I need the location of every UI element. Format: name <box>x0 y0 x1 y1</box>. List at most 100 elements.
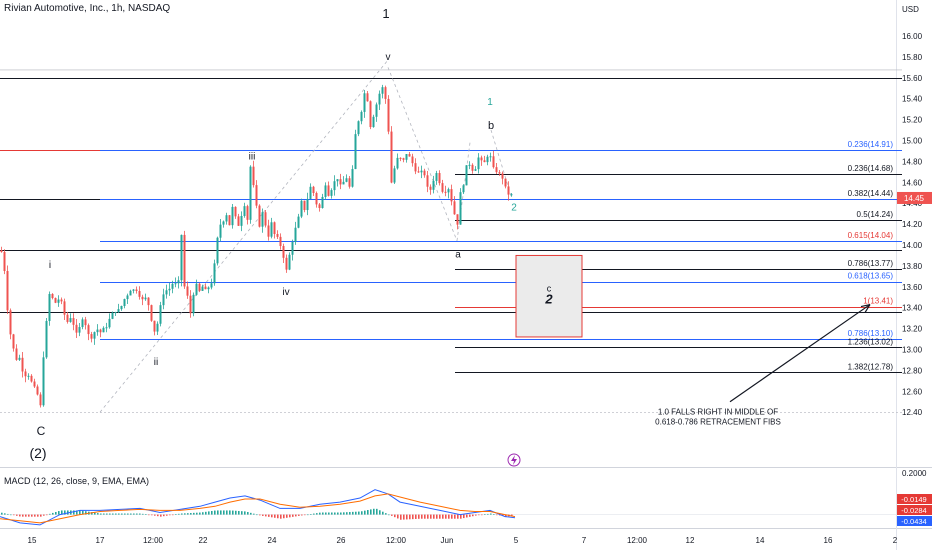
macd-histogram-bar <box>160 514 162 517</box>
macd-histogram-bar <box>364 510 366 515</box>
macd-histogram-bar <box>61 510 63 515</box>
candle <box>117 309 120 313</box>
macd-histogram-bar <box>253 513 255 515</box>
macd-histogram-bar <box>91 512 93 515</box>
candle <box>375 104 378 117</box>
macd-histogram-bar <box>448 514 450 519</box>
candle <box>498 172 501 174</box>
macd-histogram-bar <box>361 511 363 515</box>
macd-label: MACD (12, 26, close, 9, EMA, EMA) <box>4 476 150 486</box>
macd-histogram-bar <box>229 510 231 515</box>
macd-histogram-bar <box>481 514 483 516</box>
fib-label: 0.236(14.68) <box>848 164 894 173</box>
y-tick-label: 14.00 <box>902 241 923 250</box>
candle <box>384 87 387 99</box>
macd-histogram-bar <box>301 514 303 516</box>
candle <box>444 191 447 193</box>
macd-histogram-bar <box>148 514 150 516</box>
candle <box>249 166 252 220</box>
candle <box>69 318 72 322</box>
candle <box>192 294 195 314</box>
candle <box>354 134 357 170</box>
fib-label: 0.618(13.65) <box>848 272 894 281</box>
candle <box>408 154 411 157</box>
macd-histogram-bar <box>403 514 405 520</box>
candle <box>411 156 414 164</box>
macd-histogram-bar <box>217 510 219 515</box>
macd-histogram-bar <box>412 514 414 520</box>
candle <box>306 198 309 211</box>
macd-histogram-bar <box>46 514 48 516</box>
macd-histogram-bar <box>97 513 99 515</box>
macd-histogram-bar <box>112 513 114 515</box>
candle <box>54 298 57 303</box>
candle <box>417 171 420 173</box>
trend-line <box>387 67 458 241</box>
candle <box>177 280 180 284</box>
candle <box>273 222 276 235</box>
macd-histogram-bar <box>172 514 174 516</box>
macd-histogram-bar <box>259 514 261 516</box>
candle <box>18 357 21 360</box>
macd-histogram-bar <box>274 514 276 518</box>
candle <box>75 324 78 333</box>
macd-histogram-bar <box>193 512 195 515</box>
macd-histogram-bar <box>199 512 201 515</box>
candle <box>333 181 336 191</box>
macd-histogram-bar <box>451 514 453 519</box>
candle <box>108 318 111 328</box>
candle <box>12 334 15 349</box>
macd-histogram-bar <box>370 509 372 515</box>
arrow-head <box>860 303 871 313</box>
macd-histogram-bar <box>400 514 402 520</box>
macd-histogram-bar <box>103 513 105 515</box>
macd-histogram-bar <box>145 514 147 515</box>
macd-histogram-bar <box>49 513 51 515</box>
candle <box>138 290 141 297</box>
candle <box>435 173 438 181</box>
candle <box>105 327 108 329</box>
y-tick-label: 13.40 <box>902 304 923 313</box>
macd-histogram-bar <box>355 511 357 515</box>
candle <box>246 206 249 220</box>
lightning-icon[interactable] <box>507 453 521 467</box>
macd-histogram-bar <box>511 514 513 517</box>
x-tick-label: 2 <box>893 536 898 545</box>
candle <box>210 283 213 288</box>
x-tick-label: Jun <box>441 536 454 545</box>
macd-histogram-bar <box>34 514 36 517</box>
candle <box>159 305 162 324</box>
candle <box>342 181 345 185</box>
candle <box>240 215 243 226</box>
macd-histogram-bar <box>241 511 243 515</box>
x-tick-label: 24 <box>268 536 277 545</box>
macd-histogram-bar <box>391 514 393 516</box>
macd-histogram-bar <box>379 510 381 515</box>
macd-histogram-bar <box>349 512 351 515</box>
candle <box>456 214 459 225</box>
macd-histogram-bar <box>433 514 435 519</box>
wave-label: iii <box>249 151 256 162</box>
candle <box>399 157 402 159</box>
candle <box>201 286 204 291</box>
y-tick-label: 15.40 <box>902 95 923 104</box>
candle <box>351 169 354 187</box>
macd-histogram-bar <box>268 514 270 517</box>
candle <box>318 204 321 208</box>
macd-histogram-bar <box>385 513 387 515</box>
macd-histogram-bar <box>346 512 348 515</box>
macd-histogram-bar <box>64 510 66 515</box>
macd-histogram-bar <box>442 514 444 519</box>
macd-histogram-bar <box>289 514 291 518</box>
macd-histogram-bar <box>187 513 189 515</box>
macd-histogram-bar <box>211 510 213 515</box>
annotation-text: 0.618-0.786 RETRACEMENT FIBS <box>655 417 781 426</box>
candle <box>480 157 483 161</box>
candle <box>492 156 495 168</box>
macd-histogram-bar <box>178 513 180 515</box>
fib-label: 0.615(14.04) <box>848 231 894 240</box>
macd-histogram-bar <box>388 514 390 516</box>
wave-label: 2 <box>511 203 517 214</box>
macd-histogram-bar <box>58 511 60 515</box>
